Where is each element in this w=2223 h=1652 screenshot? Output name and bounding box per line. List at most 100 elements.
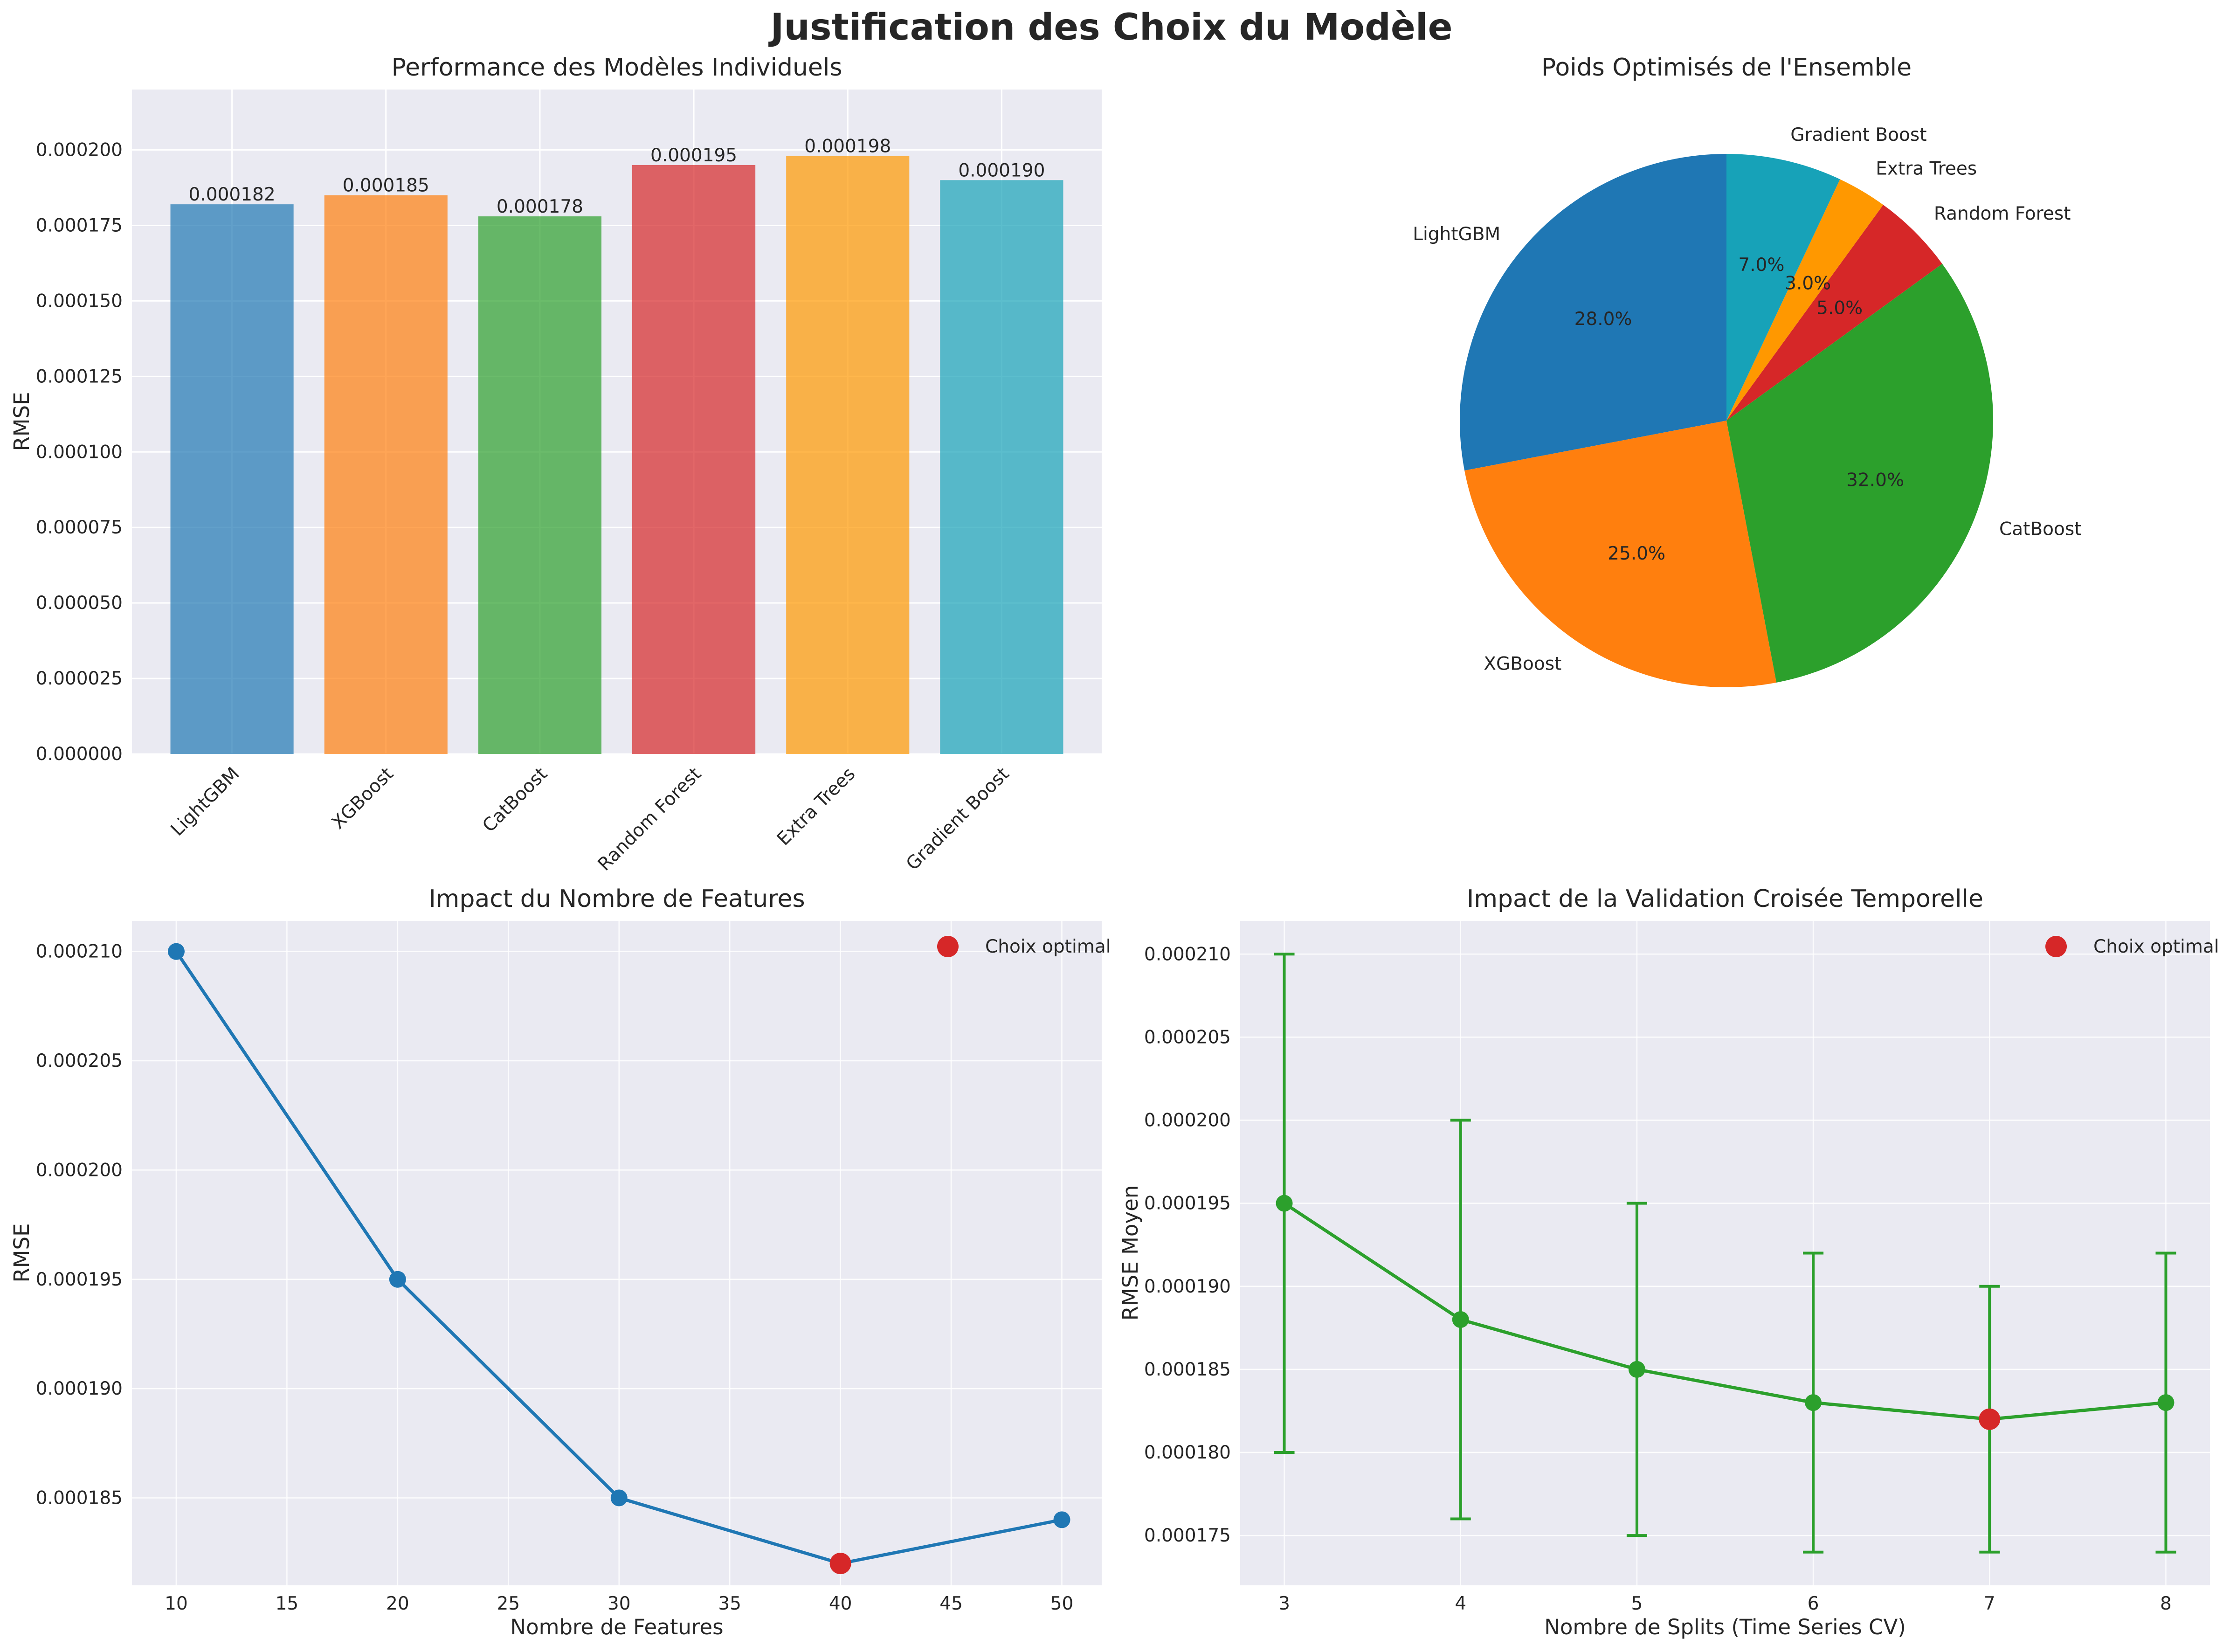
bar-y-tick-label: 0.000175 — [36, 215, 123, 236]
pie-pct-label: 3.0% — [1785, 273, 1831, 294]
pie-slice-label: CatBoost — [1999, 519, 2082, 540]
pie-slice-xgboost — [1464, 421, 1777, 687]
bar-value-label: 0.000182 — [189, 184, 276, 205]
bar-y-tick-label: 0.000075 — [36, 517, 123, 538]
bar-x-tick-label: Random Forest — [594, 763, 705, 875]
p3-x-tick-label: 50 — [1050, 1593, 1074, 1614]
features-line-panel: 0.000185 0.000190 0.000195 0.000200 0.000205… — [9, 885, 1111, 1639]
figure-title: Justification des Choix du Modèle — [768, 7, 1453, 48]
bar-xgboost — [324, 195, 448, 754]
bar-lightgbm — [170, 204, 294, 754]
p3-point — [389, 1271, 406, 1288]
p4-y-tick-label: 0.000190 — [1144, 1276, 1231, 1297]
pie-pct-label: 5.0% — [1816, 297, 1863, 318]
bar-x-tick-label: Gradient Boost — [902, 763, 1013, 874]
features-chart-xlabel: Nombre de Features — [510, 1615, 723, 1639]
p3-point — [1053, 1511, 1070, 1528]
bar-catboost — [478, 216, 601, 754]
bar-chart-panel: 0.000182 0.000185 0.000178 0.000195 0.000198… — [9, 54, 1102, 875]
p3-x-tick-label: 25 — [497, 1593, 520, 1614]
bar-value-label: 0.000195 — [650, 145, 737, 166]
p4-x-tick-label: 7 — [1984, 1593, 1995, 1614]
bar-random-forest — [632, 165, 756, 754]
p4-point — [1276, 1195, 1293, 1212]
p3-legend-label: Choix optimal — [985, 936, 1111, 957]
bar-x-tick-label: XGBoost — [328, 763, 398, 833]
bar-value-label: 0.000178 — [497, 196, 583, 217]
pie-slice-label: LightGBM — [1413, 224, 1500, 245]
p4-y-tick-label: 0.000200 — [1144, 1110, 1231, 1131]
bar-x-tick-label: LightGBM — [167, 763, 244, 840]
p4-x-tick-label: 4 — [1455, 1593, 1466, 1614]
p3-point — [610, 1489, 628, 1507]
cv-plot-area — [1240, 921, 2210, 1585]
p3-x-tick-label: 10 — [165, 1593, 188, 1614]
p4-y-tick-label: 0.000185 — [1144, 1359, 1231, 1380]
bar-value-label: 0.000198 — [804, 136, 891, 157]
p3-x-tick-label: 45 — [939, 1593, 963, 1614]
bar-y-tick-label: 0.000100 — [36, 442, 123, 463]
features-plot-area — [132, 921, 1102, 1585]
cv-chart-ylabel: RMSE Moyen — [1118, 1185, 1143, 1321]
bar-x-tick-label: CatBoost — [478, 763, 552, 836]
p3-y-tick-label: 0.000185 — [36, 1488, 123, 1509]
p4-x-tick-label: 6 — [1808, 1593, 1819, 1614]
p3-y-tick-label: 0.000190 — [36, 1378, 123, 1399]
p4-y-tick-label: 0.000180 — [1144, 1442, 1231, 1463]
p3-legend-marker — [937, 936, 959, 957]
p3-y-tick-label: 0.000200 — [36, 1160, 123, 1181]
p3-x-tick-label: 40 — [829, 1593, 852, 1614]
pie-pct-label: 25.0% — [1608, 543, 1665, 564]
p4-y-tick-label: 0.000195 — [1144, 1193, 1231, 1214]
p4-y-tick-label: 0.000210 — [1144, 944, 1231, 965]
pie-slice-gradient-boost — [1726, 154, 1840, 421]
pie-slice-label: Gradient Boost — [1790, 124, 1926, 145]
pie-pct-label: 28.0% — [1574, 309, 1632, 330]
pie-chart-panel: Poids Optimisés de l'Ensemble 28.0% Light… — [1413, 54, 2082, 687]
pie-slice-random-forest — [1726, 205, 1942, 421]
p4-x-tick-label: 3 — [1278, 1593, 1290, 1614]
pie-pct-label: 7.0% — [1738, 255, 1784, 276]
p4-point — [2157, 1394, 2175, 1411]
p4-series-line — [1283, 1202, 2166, 1421]
p4-x-tick-label: 5 — [1631, 1593, 1643, 1614]
p3-x-tick-label: 35 — [718, 1593, 741, 1614]
bar-x-tick-label: Extra Trees — [773, 763, 859, 850]
p3-x-tick-label: 30 — [608, 1593, 631, 1614]
bar-value-label: 0.000190 — [958, 160, 1045, 181]
cv-chart-xlabel: Nombre de Splits (Time Series CV) — [1544, 1615, 1906, 1639]
p3-x-tick-label: 20 — [386, 1593, 409, 1614]
bar-gradient-boost — [940, 180, 1063, 754]
bar-y-tick-label: 0.000150 — [36, 290, 123, 311]
bar-extra-trees — [786, 156, 910, 754]
pie-slice-lightgbm — [1460, 154, 1726, 471]
p4-legend-marker — [2045, 936, 2067, 957]
features-chart-title: Impact du Nombre de Features — [428, 885, 805, 913]
pie-slice-extra-trees — [1726, 179, 1884, 421]
pie-slice-label: XGBoost — [1484, 653, 1561, 674]
features-chart-ylabel: RMSE — [9, 1223, 34, 1282]
p3-y-tick-label: 0.000195 — [36, 1269, 123, 1290]
p3-optimal-point — [829, 1553, 851, 1575]
p4-y-tick-label: 0.000205 — [1144, 1027, 1231, 1048]
bar-chart-ylabel: RMSE — [9, 392, 34, 451]
p4-point — [1805, 1394, 1822, 1411]
p4-y-tick-label: 0.000175 — [1144, 1525, 1231, 1546]
p3-y-tick-label: 0.000205 — [36, 1051, 123, 1071]
p3-y-tick-label: 0.000210 — [36, 941, 123, 962]
cv-chart-title: Impact de la Validation Croisée Temporel… — [1467, 885, 1983, 913]
bar-y-tick-label: 0.000050 — [36, 593, 123, 614]
bar-y-tick-label: 0.000125 — [36, 366, 123, 387]
p4-optimal-point — [1979, 1408, 2001, 1430]
p4-point — [1452, 1311, 1469, 1328]
p4-point — [1628, 1361, 1645, 1378]
p4-x-tick-label: 8 — [2160, 1593, 2172, 1614]
p4-legend-label: Choix optimal — [2093, 936, 2219, 957]
pie-slice-label: Extra Trees — [1876, 158, 1977, 179]
pie-slice-label: Random Forest — [1934, 203, 2071, 224]
bar-y-tick-label: 0.000200 — [36, 140, 123, 161]
bar-chart-title: Performance des Modèles Individuels — [392, 54, 842, 82]
pie-slice-catboost — [1726, 263, 1993, 683]
pie-pct-label: 32.0% — [1846, 470, 1904, 491]
